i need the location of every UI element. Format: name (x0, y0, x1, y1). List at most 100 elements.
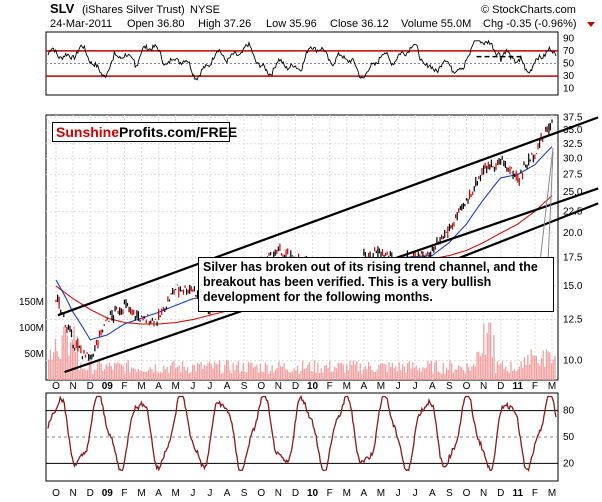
volume-bar (276, 368, 278, 380)
price-tick-label: 25.0 (563, 187, 583, 198)
volume-bar (173, 360, 175, 380)
volume-bar (332, 371, 334, 380)
x-axis-month-label: 11 (513, 488, 524, 499)
volume-bar (500, 363, 502, 380)
volume-bar (159, 371, 162, 380)
volume-bar (488, 322, 490, 380)
volume-bar (205, 365, 207, 380)
volume-bar (175, 368, 177, 380)
x-axis-month-label: F (121, 488, 127, 499)
volume-bar (298, 374, 300, 380)
volume-bar (183, 366, 185, 380)
volume-bar (107, 366, 109, 380)
volume-bar (271, 365, 273, 380)
volume-bar (207, 363, 209, 380)
volume-bar (391, 362, 393, 380)
rsi-tick-label: 10 (563, 84, 575, 95)
volume-bar (544, 366, 546, 380)
volume-bar (147, 370, 150, 380)
volume-bar (246, 372, 248, 380)
x-axis-month-label: A (155, 381, 162, 392)
rsi-tick-label: 50 (563, 59, 575, 70)
volume-bar (129, 372, 131, 380)
volume-bar (213, 361, 216, 380)
volume-bar (495, 373, 497, 380)
volume-bar (407, 363, 409, 380)
volume-bar (439, 372, 441, 380)
volume-bar (124, 373, 126, 380)
volume-bar (474, 366, 476, 380)
volume-bar (203, 364, 206, 380)
volume-bar (85, 370, 87, 380)
sunshine-profits-logo[interactable]: SunshineProfits.com/FREE (52, 122, 237, 142)
volume-bar (58, 356, 60, 380)
price-tick-label: 20.0 (563, 228, 583, 239)
volume-bar (241, 371, 243, 380)
volume-bar (217, 364, 219, 380)
volume-bar (151, 369, 153, 380)
volume-bar (335, 368, 338, 380)
volume-bar (525, 365, 527, 380)
volume-bar (268, 374, 270, 380)
volume-bar (215, 363, 217, 380)
x-axis-month-label: D (87, 381, 94, 392)
volume-bar (244, 372, 246, 380)
volume-bar (109, 362, 111, 380)
volume-bar (388, 362, 390, 380)
volume-bar (54, 338, 57, 380)
volume-bar (136, 371, 138, 380)
volume-bar (349, 361, 351, 380)
stochastic-tick-label: 50 (563, 432, 575, 443)
volume-bar (98, 360, 101, 380)
volume-bar (442, 362, 444, 380)
volume-bar (312, 372, 314, 380)
volume-bar (423, 368, 426, 380)
x-axis-month-label: 10 (307, 488, 319, 499)
volume-bar (329, 361, 331, 380)
volume-bar (539, 365, 541, 380)
volume-bar (307, 364, 309, 380)
x-axis-month-label: O (257, 488, 265, 499)
price-tick-label: 12.5 (563, 315, 583, 326)
volume-bar (420, 371, 422, 380)
volume-bar (461, 367, 463, 380)
volume-bar (53, 352, 55, 380)
volume-bar (449, 360, 451, 380)
volume-bar (291, 371, 294, 380)
volume-bar (512, 370, 514, 380)
volume-bar (239, 372, 241, 380)
volume-bar (49, 349, 51, 380)
volume-bar (81, 369, 84, 380)
price-tick-label: 32.5 (563, 139, 583, 150)
volume-bar (166, 366, 168, 380)
volume-bar (444, 373, 446, 380)
volume-bar (369, 366, 371, 380)
volume-bar (125, 363, 128, 380)
volume-bar (378, 365, 380, 380)
dropdown-arrow-icon[interactable] (587, 22, 595, 27)
volume-bar (518, 366, 520, 380)
volume-bar (293, 368, 295, 380)
close-value: Close 36.12 (330, 18, 389, 30)
volume-bar (114, 362, 116, 380)
x-axis-month-label: A (224, 381, 231, 392)
x-axis-month-label: D (292, 381, 299, 392)
volume-bar (417, 370, 419, 380)
x-axis-month-label: A (155, 488, 162, 499)
x-axis-month-label: S (241, 381, 248, 392)
volume-bar (334, 366, 336, 380)
volume-bar (330, 371, 333, 380)
volume-bar (432, 373, 434, 380)
volume-bar (254, 366, 256, 380)
volume-bar (515, 371, 517, 380)
volume-bar (479, 356, 482, 380)
volume-bar (100, 363, 102, 380)
x-axis-month-label: F (327, 381, 333, 392)
volume-bar (181, 361, 184, 380)
volume-bar (408, 361, 410, 380)
volume-bar (86, 369, 89, 380)
volume-bar (169, 365, 172, 380)
x-axis-month-label: M (343, 381, 351, 392)
volume-bar (400, 369, 402, 380)
volume-bar (236, 364, 238, 380)
